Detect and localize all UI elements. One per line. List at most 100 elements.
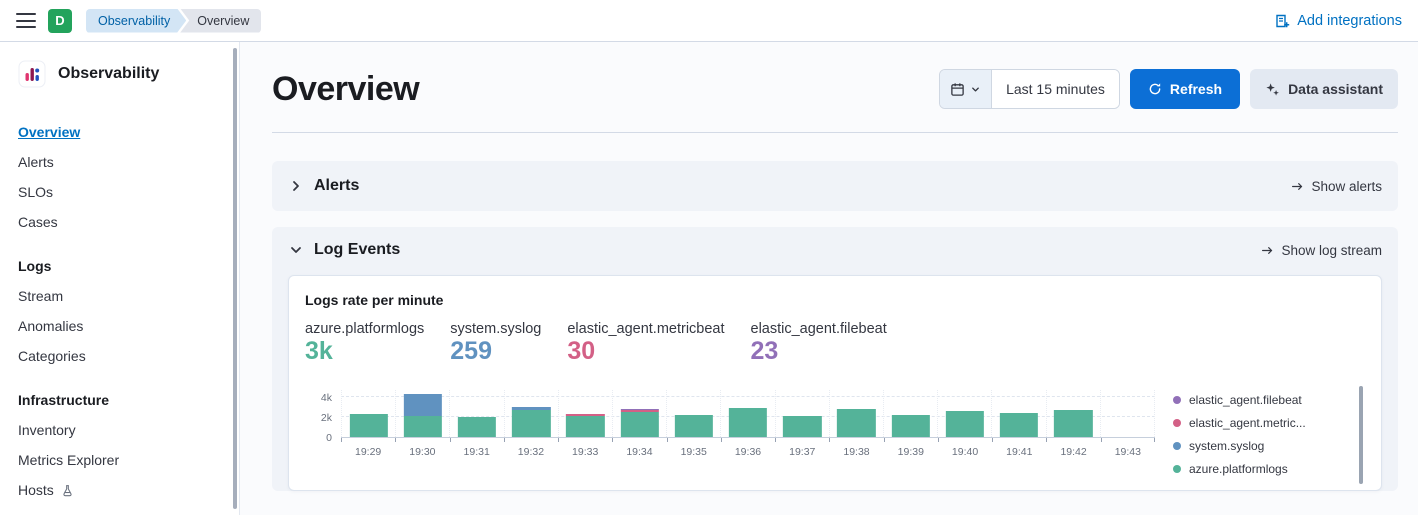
x-tick	[666, 437, 668, 442]
x-tick	[558, 437, 560, 442]
sidebar-item-hosts[interactable]: Hosts	[18, 478, 221, 502]
legend-dot	[1173, 395, 1181, 404]
refresh-label: Refresh	[1169, 81, 1223, 97]
metric-label: elastic_agent.metricbeat	[567, 321, 725, 337]
sidebar-item-slos[interactable]: SLOs	[18, 180, 221, 204]
metrics-row: azure.platformlogs 3k system.syslog 259 elas…	[305, 321, 1365, 366]
bar-19:35[interactable]	[674, 390, 713, 437]
x-tick-label: 19:37	[789, 445, 816, 458]
x-tick-label: 19:40	[951, 445, 979, 458]
bar-19:40[interactable]	[945, 390, 984, 437]
chart-y-axis: 0 2k 4k	[305, 390, 341, 443]
y-tick-label: 4k	[320, 391, 332, 404]
x-tick	[829, 437, 831, 442]
chart-band	[991, 389, 1045, 437]
chart-x-ticks	[341, 437, 1155, 443]
bar-19:33[interactable]	[566, 390, 605, 437]
x-tick	[720, 437, 722, 442]
arrow-right-icon	[1261, 244, 1274, 257]
chart-title: Logs rate per minute	[305, 292, 444, 308]
legend-item-azure-platformlogs[interactable]: azure.platformlogs	[1173, 462, 1351, 476]
sidebar-item-inventory[interactable]: Inventory	[18, 418, 221, 442]
time-range-button[interactable]: Last 15 minutes	[992, 70, 1119, 108]
sidebar-item-cases[interactable]: Cases	[18, 210, 221, 234]
bar-19:30[interactable]	[403, 390, 442, 437]
chart-band	[666, 389, 720, 437]
bar-segment-azure-platformlogs	[674, 414, 713, 437]
x-tick-label: 19:34	[626, 445, 653, 458]
date-picker: Last 15 minutes	[939, 69, 1120, 109]
sidebar-header: Observability	[18, 60, 221, 88]
sidebar-item-alerts[interactable]: Alerts	[18, 150, 221, 174]
calendar-icon	[950, 82, 965, 97]
sidebar-scrollbar[interactable]	[233, 48, 237, 509]
bar-segment-azure-platformlogs	[837, 408, 876, 437]
bar-19:31[interactable]	[457, 390, 497, 437]
x-tick-label: 19:35	[680, 445, 707, 458]
metric-label: azure.platformlogs	[305, 321, 425, 337]
sidebar-item-overview[interactable]: Overview	[18, 120, 221, 144]
x-tick	[775, 437, 777, 442]
chevron-down-icon[interactable]	[288, 242, 304, 258]
x-tick	[395, 437, 397, 442]
bar-19:32[interactable]	[512, 390, 551, 437]
legend-dot	[1173, 441, 1181, 450]
date-picker-calendar-button[interactable]	[940, 70, 993, 108]
legend-label: elastic_agent.filebeat	[1189, 392, 1302, 407]
x-tick-label: 19:30	[409, 445, 436, 458]
x-tick	[503, 437, 505, 442]
sidebar-item-anomalies[interactable]: Anomalies	[18, 314, 221, 338]
refresh-button[interactable]: Refresh	[1129, 69, 1241, 109]
data-assistant-button[interactable]: Data assistant	[1250, 69, 1398, 109]
chart-band	[1099, 389, 1156, 437]
sidebar-item-metrics-explorer[interactable]: Metrics Explorer	[18, 448, 221, 472]
bar-segment-azure-platformlogs	[945, 410, 984, 437]
refresh-icon	[1148, 82, 1162, 96]
bar-19:41[interactable]	[999, 390, 1039, 437]
bar-segment-azure-platformlogs	[457, 416, 497, 437]
chart-band	[449, 389, 503, 437]
x-tick	[937, 437, 939, 442]
bar-19:42[interactable]	[1054, 390, 1093, 437]
breadcrumb-overview[interactable]: Overview	[180, 8, 262, 33]
top-bar: D Observability Overview Add integration…	[0, 0, 1418, 42]
bar-segment-azure-platformlogs	[349, 413, 388, 437]
legend-item-elastic-agent-filebeat[interactable]: elastic_agent.filebeat	[1173, 393, 1351, 407]
bar-19:29[interactable]	[349, 390, 388, 437]
log-events-panel: Log Events Show log stream Logs rate per…	[272, 227, 1398, 491]
show-alerts-button[interactable]: Show alerts	[1291, 179, 1382, 194]
hamburger-menu-icon[interactable]	[16, 13, 36, 28]
add-integrations-button[interactable]: Add integrations	[1274, 13, 1402, 29]
legend-item-elastic-agent-metric[interactable]: elastic_agent.metric...	[1173, 416, 1351, 430]
legend-item-system-syslog[interactable]: system.syslog	[1173, 439, 1351, 453]
x-tick	[992, 437, 994, 442]
deployment-logo[interactable]: D	[48, 8, 72, 33]
sidebar-item-stream[interactable]: Stream	[18, 284, 221, 308]
bar-19:39[interactable]	[891, 390, 930, 437]
legend-label: elastic_agent.metric...	[1189, 415, 1306, 430]
bar-19:34[interactable]	[620, 390, 659, 437]
bar-19:36[interactable]	[728, 390, 768, 437]
bar-19:43[interactable]	[1108, 390, 1146, 437]
add-integrations-label: Add integrations	[1297, 12, 1402, 29]
x-tick-label: 19:32	[517, 445, 545, 458]
chevron-right-icon[interactable]	[288, 178, 304, 194]
alerts-panel-title: Alerts	[314, 177, 360, 194]
sidebar: Observability Overview Alerts SLOs Cases Log…	[0, 42, 240, 515]
chart-band	[503, 389, 558, 437]
legend-label: system.syslog	[1189, 438, 1265, 453]
x-tick	[612, 437, 614, 442]
chart-band	[557, 389, 612, 437]
show-log-stream-button[interactable]: Show log stream	[1261, 243, 1382, 258]
chart-x-axis: 19:29 19:30 19:31 19:32 19:33 19:34 19:35 19:36…	[341, 446, 1155, 458]
bar-19:37[interactable]	[783, 390, 822, 437]
alerts-panel-header: Alerts Show alerts	[272, 161, 1398, 211]
chart-scrollbar[interactable]	[1359, 385, 1363, 484]
arrow-right-icon	[1291, 180, 1304, 193]
sidebar-nav: Overview Alerts SLOs Cases Logs Stream Anomali…	[18, 120, 221, 502]
sidebar-item-label: Categories	[18, 348, 86, 364]
chart-band	[395, 389, 449, 437]
breadcrumb-observability[interactable]: Observability	[86, 9, 186, 33]
bar-19:38[interactable]	[837, 390, 876, 437]
sidebar-item-categories[interactable]: Categories	[18, 344, 221, 368]
